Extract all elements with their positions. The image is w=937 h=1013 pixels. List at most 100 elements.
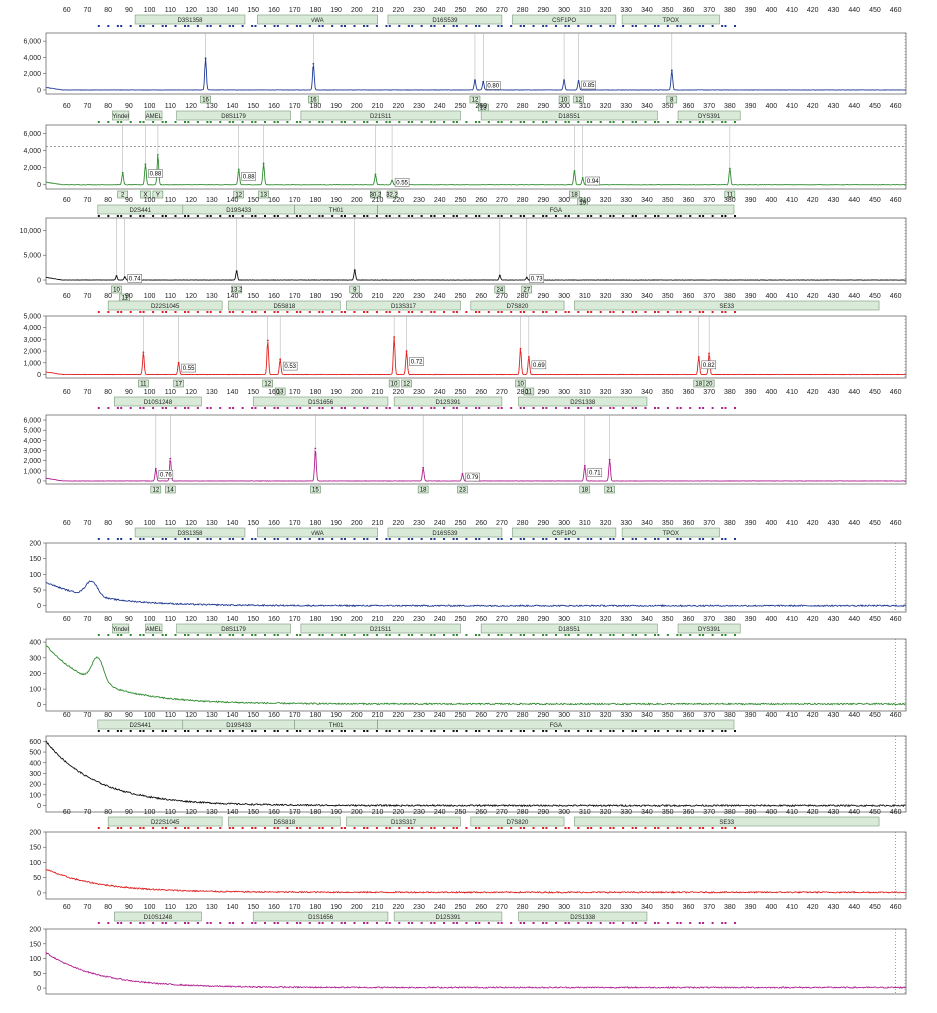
bin-tick: [577, 407, 580, 409]
bin-tick: [120, 407, 123, 409]
x-tick-label: 310: [579, 197, 591, 204]
bin-tick: [734, 634, 736, 636]
signal-trace: [45, 268, 906, 281]
bin-tick: [564, 25, 567, 27]
x-tick-label: 250: [455, 616, 467, 623]
allele-call-box: [200, 95, 211, 104]
allele-call-box: [173, 379, 184, 388]
y-tick-label: 300: [29, 771, 41, 778]
bin-tick: [721, 407, 724, 409]
bin-tick: [299, 25, 302, 27]
bin-tick: [420, 634, 423, 636]
bin-tick: [152, 311, 155, 313]
bin-tick: [609, 121, 612, 123]
bin-tick: [139, 827, 142, 829]
x-tick-label: 370: [703, 904, 715, 911]
bin-tick: [251, 407, 254, 409]
x-tick-label: 150: [247, 520, 259, 527]
x-tick-label: 440: [848, 616, 860, 623]
bin-tick: [295, 215, 298, 217]
x-tick-label: 360: [683, 389, 695, 396]
bin-tick: [545, 215, 548, 217]
x-tick-label: 450: [869, 904, 881, 911]
x-tick-label: 410: [786, 712, 798, 719]
plot-frame: [45, 414, 907, 485]
x-tick-label: 190: [330, 712, 342, 719]
bin-tick: [734, 407, 736, 409]
bin-tick: [698, 407, 701, 409]
bin-tick: [286, 538, 289, 540]
bin-tick: [542, 827, 545, 829]
y-tick-label: 6,000: [23, 39, 41, 46]
bin-tick: [295, 634, 298, 636]
bin-tick: [139, 215, 142, 217]
x-tick-label: 120: [185, 197, 197, 204]
bin-tick: [510, 538, 513, 540]
bin-tick: [152, 827, 155, 829]
bin-tick: [657, 407, 660, 409]
bin-tick: [631, 730, 634, 732]
peak-point: [577, 80, 580, 82]
x-tick-label: 300: [558, 293, 570, 300]
bin-tick: [209, 407, 212, 409]
signal-trace: [45, 155, 906, 186]
bin-tick: [433, 311, 436, 313]
bin-tick: [254, 25, 257, 27]
bin-tick: [586, 922, 589, 924]
x-tick-label: 350: [662, 520, 674, 527]
allele-call-box: [388, 379, 400, 388]
x-tick-label: 370: [703, 103, 715, 110]
x-tick-label: 110: [165, 7, 176, 14]
ratio-box: [409, 357, 424, 366]
x-tick-label: 120: [185, 904, 197, 911]
bin-tick: [232, 538, 235, 540]
bin-tick: [721, 538, 724, 540]
bin-tick: [702, 634, 705, 636]
marker-box: [480, 623, 658, 634]
bin-tick: [724, 827, 727, 829]
marker-box: [393, 396, 503, 407]
x-tick-label: 440: [848, 293, 860, 300]
x-tick-label: 250: [455, 7, 467, 14]
bin-tick: [385, 634, 388, 636]
y-tick-label: 0: [37, 702, 41, 709]
bin-tick: [107, 827, 110, 829]
bin-tick: [734, 730, 736, 732]
bin-tick: [644, 25, 647, 27]
bin-tick: [644, 215, 647, 217]
bin-tick: [331, 538, 334, 540]
bin-tick: [411, 311, 414, 313]
bin-tick: [107, 634, 110, 636]
marker-box: [257, 527, 378, 538]
x-tick-label: 180: [310, 616, 322, 623]
bin-tick: [698, 827, 701, 829]
x-tick-label: 170: [289, 520, 301, 527]
x-tick-label: 60: [63, 616, 71, 623]
bin-tick: [523, 730, 526, 732]
bin-tick: [241, 311, 244, 313]
bin-tick: [564, 827, 567, 829]
x-tick-label: 170: [289, 389, 301, 396]
ratio-label: 0.79: [467, 475, 479, 481]
bin-tick: [331, 634, 334, 636]
bin-tick: [97, 215, 100, 217]
x-tick-label: 60: [63, 103, 71, 110]
x-tick-label: 100: [144, 520, 156, 527]
x-tick-label: 310: [579, 389, 591, 396]
x-tick-label: 320: [600, 7, 612, 14]
bin-tick: [97, 922, 100, 924]
bin-tick: [599, 25, 602, 27]
signal-trace: [45, 951, 906, 989]
bin-tick: [465, 730, 468, 732]
bin-tick: [232, 25, 235, 27]
bin-tick: [375, 311, 378, 313]
ratio-box: [701, 360, 717, 370]
panel-electropherogram-baseline-purple: 60 70 80 90 100 110 120 130 140 150 160 170 180 190 20…: [29, 904, 907, 995]
bin-tick: [679, 407, 682, 409]
bin-tick: [164, 215, 167, 217]
bin-tick: [107, 407, 110, 409]
x-tick-label: 140: [227, 103, 239, 110]
x-tick-label: 440: [848, 389, 860, 396]
allele-call-box: [604, 485, 615, 494]
bin-tick: [711, 634, 714, 636]
